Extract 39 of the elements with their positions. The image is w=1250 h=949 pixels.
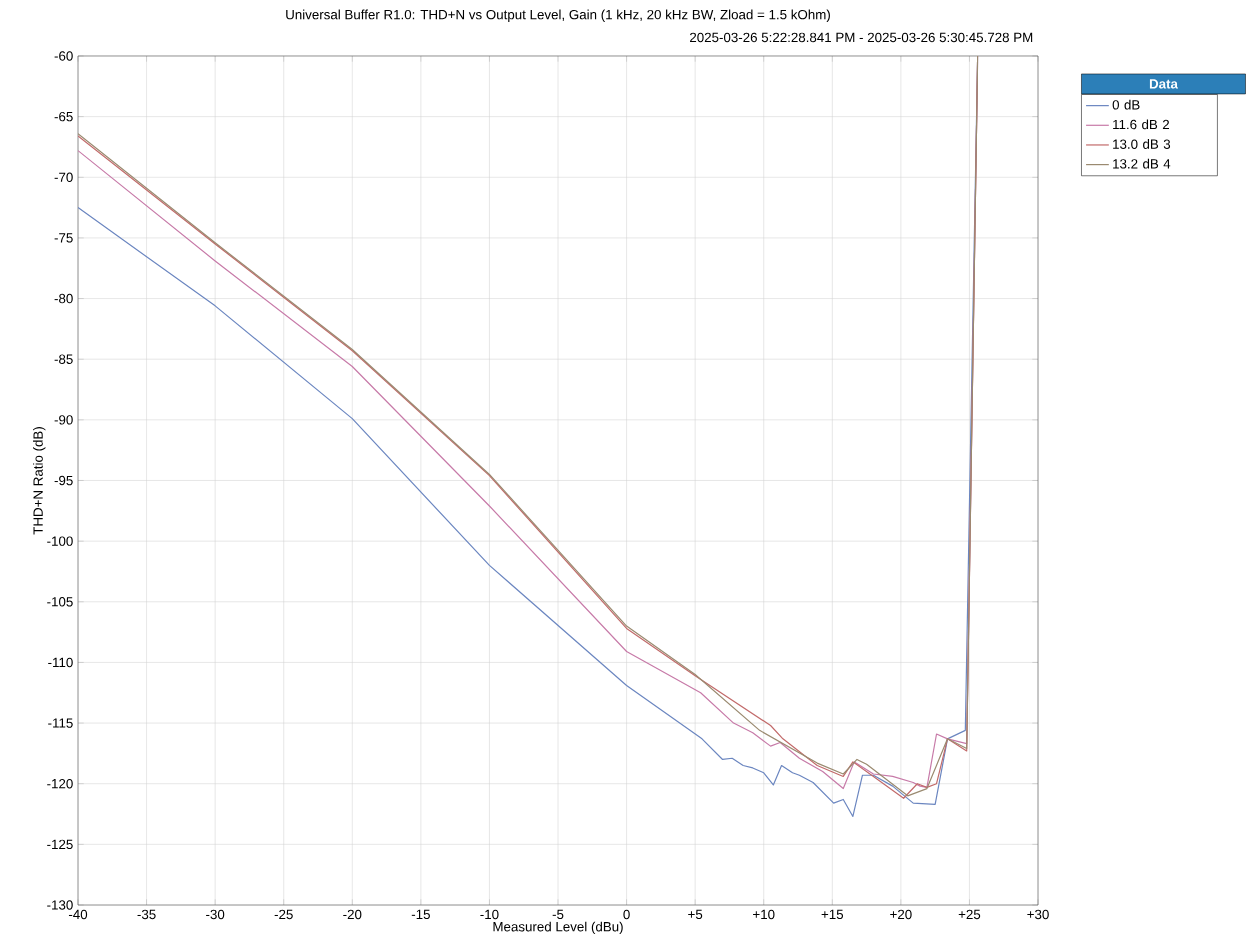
y-tick-label: -60 bbox=[54, 51, 73, 61]
y-tick-label: -70 bbox=[54, 172, 73, 182]
chart-subtitle: 2025-03-26 5:22:28.841 PM - 2025-03-26 5:30:45.728 PM bbox=[690, 32, 1033, 43]
y-tick-label: -95 bbox=[54, 475, 73, 486]
legend-title: Data bbox=[1149, 79, 1179, 89]
x-tick-label: +30 bbox=[1027, 909, 1049, 920]
y-axis-title: THD+N Ratio (dB) bbox=[33, 427, 46, 535]
x-tick-label: +25 bbox=[958, 909, 981, 920]
x-tick-label: +5 bbox=[688, 909, 703, 920]
x-tick-label: +20 bbox=[890, 909, 912, 920]
y-tick-label: -80 bbox=[54, 293, 73, 304]
y-tick-label: -120 bbox=[47, 779, 73, 789]
y-tick-label: -85 bbox=[54, 354, 73, 364]
legend-label: 13.0 dB 3 bbox=[1113, 139, 1171, 149]
y-tick-label: -90 bbox=[54, 415, 73, 425]
y-tick-label: -110 bbox=[48, 657, 73, 668]
y-tick-label: -125 bbox=[47, 839, 73, 850]
y-tick-label: -115 bbox=[48, 718, 73, 728]
x-tick-label: -20 bbox=[343, 909, 362, 920]
x-tick-label: -40 bbox=[68, 909, 88, 920]
x-tick-label: -30 bbox=[206, 909, 225, 920]
y-tick-label: -75 bbox=[54, 233, 73, 243]
legend-label: 0 dB bbox=[1112, 99, 1140, 110]
x-tick-label: -25 bbox=[274, 909, 293, 920]
legend-label: 13.2 dB 4 bbox=[1113, 158, 1171, 169]
x-tick-label: -5 bbox=[552, 909, 564, 920]
y-tick-label: -65 bbox=[54, 111, 73, 122]
y-tick-label: -130 bbox=[47, 900, 73, 910]
x-axis-title: Measured Level (dBu) bbox=[493, 921, 623, 935]
x-tick-label: 0 bbox=[623, 909, 630, 920]
chart-title: Universal Buffer R1.0: THD+N vs Output Level, Gain (1 kHz, 20 kHz BW, Zload = 1.5 kOhm) bbox=[286, 9, 830, 22]
x-tick-label: -10 bbox=[480, 909, 499, 920]
x-tick-label: +15 bbox=[821, 909, 844, 920]
y-tick-label: -100 bbox=[47, 536, 73, 546]
x-tick-label: +10 bbox=[753, 909, 775, 920]
x-tick-label: -35 bbox=[137, 909, 156, 920]
x-tick-label: -15 bbox=[411, 909, 430, 920]
y-tick-label: -105 bbox=[47, 597, 73, 607]
legend-label: 11.6 dB 2 bbox=[1113, 119, 1170, 130]
